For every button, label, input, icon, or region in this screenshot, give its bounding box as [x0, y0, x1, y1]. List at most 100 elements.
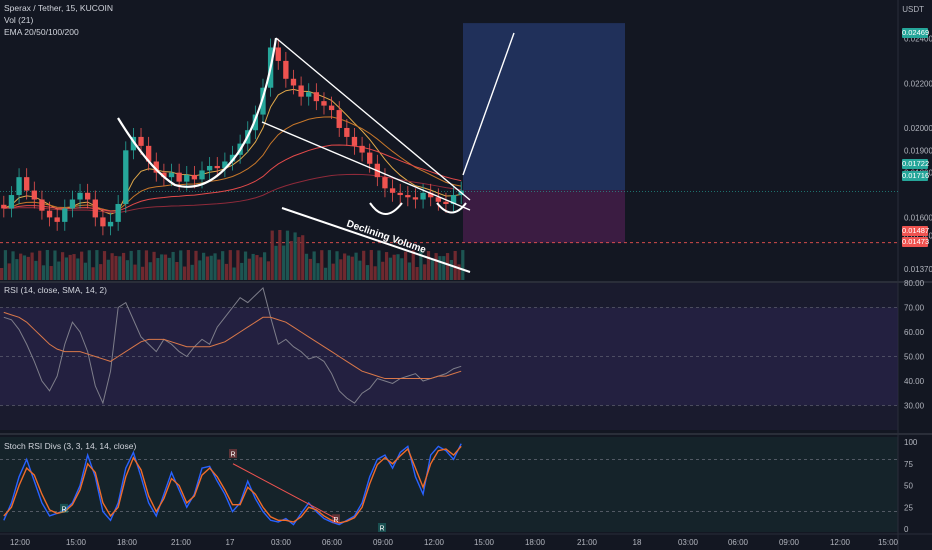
volume-bar — [350, 256, 354, 280]
candle-body — [123, 150, 129, 204]
candle-body — [260, 87, 266, 115]
candle-body — [24, 177, 30, 191]
volume-bar — [125, 260, 129, 280]
volume-bar — [141, 266, 145, 280]
volume-bar — [213, 253, 217, 280]
volume-bar — [91, 267, 95, 280]
volume-bar — [419, 250, 423, 280]
volume-bar — [76, 258, 80, 280]
volume-bar — [106, 259, 110, 280]
volume-bar — [194, 250, 198, 280]
candle-body — [145, 145, 152, 162]
candle-body — [31, 190, 37, 200]
volume-bar — [285, 230, 290, 280]
candle-body — [16, 177, 22, 196]
stoch-tick-label: 75 — [904, 460, 913, 469]
price-tag-stop: 0.01487 — [902, 226, 930, 236]
volume-bar — [179, 250, 183, 280]
time-tick-label: 03:00 — [271, 538, 292, 547]
vol-indicator-label[interactable]: Vol (21) — [4, 15, 34, 25]
stoch-tick-label: 100 — [904, 438, 918, 447]
double-bottom-right — [436, 202, 467, 214]
candle-body — [359, 145, 365, 153]
candle-body — [138, 136, 144, 146]
volume-bar — [68, 254, 72, 280]
long-position-stop-zone — [463, 190, 625, 243]
volume-bar — [339, 259, 343, 280]
rsi-indicator-label[interactable]: RSI (14, close, SMA, 14, 2) — [4, 285, 107, 295]
volume-bar — [278, 230, 282, 280]
candle-body — [382, 177, 388, 189]
rsi-tick-label: 40.00 — [904, 377, 925, 386]
candle-body — [405, 195, 411, 198]
symbol-title[interactable]: Sperax / Tether, 15, KUCOIN — [4, 3, 113, 13]
candle-body — [344, 127, 350, 137]
candle-body — [428, 192, 434, 198]
volume-bar — [30, 252, 34, 280]
volume-bar — [381, 261, 385, 280]
volume-bar — [148, 262, 152, 280]
volume-bar — [392, 254, 396, 280]
time-tick-label: 12:00 — [830, 538, 851, 547]
volume-bar — [240, 262, 244, 280]
volume-bar — [373, 266, 377, 280]
time-tick-label: 18:00 — [117, 538, 138, 547]
stoch-marker-bg — [229, 449, 237, 459]
candle-body — [69, 199, 76, 209]
rsi-line-rsi — [3, 286, 462, 405]
volume-bar — [198, 260, 202, 280]
candle-body — [229, 154, 236, 162]
volume-bar — [301, 235, 305, 280]
volume-bar — [461, 250, 465, 280]
stoch-marker-label: R — [334, 517, 339, 524]
candle-body — [306, 92, 312, 97]
candle-body — [222, 161, 228, 169]
volume-bar — [270, 230, 274, 280]
volume-bar — [293, 232, 297, 280]
candle-body — [420, 192, 426, 200]
volume-bar — [224, 263, 229, 280]
candle-body — [283, 60, 289, 79]
volume-bar — [60, 252, 65, 280]
volume-bar — [190, 264, 194, 280]
volume-bar — [274, 245, 278, 280]
volume-bar — [453, 250, 457, 280]
volume-bar — [400, 258, 404, 280]
price-tick-label: 0.02000 — [904, 124, 932, 133]
stoch-line-d — [3, 445, 462, 524]
time-tick-label: 15:00 — [66, 538, 87, 547]
volume-bar — [388, 257, 392, 280]
price-tag-target: 0.02469 — [902, 28, 930, 38]
volume-bar — [182, 266, 187, 280]
candle-body — [100, 217, 106, 227]
volume-bar — [114, 255, 118, 280]
volume-bar — [365, 265, 370, 280]
candle-body — [176, 172, 182, 182]
volume-bar — [186, 250, 190, 280]
volume-bar — [384, 252, 389, 280]
time-tick-label: 06:00 — [728, 538, 749, 547]
volume-bar — [297, 237, 301, 280]
candle-body — [313, 92, 320, 102]
volume-bar — [3, 250, 8, 280]
volume-bar — [175, 262, 179, 280]
candle-body — [1, 204, 7, 209]
stoch-line-k — [3, 443, 462, 526]
candle-body — [214, 165, 220, 169]
time-tick-label: 15:00 — [878, 538, 899, 547]
volume-bar — [404, 251, 408, 280]
volume-bar — [346, 255, 351, 280]
volume-bar — [255, 255, 259, 280]
price-tag-entry: 0.01722 — [902, 159, 930, 169]
volume-bar — [415, 267, 419, 280]
volume-bar — [15, 259, 19, 280]
volume-bar — [423, 264, 427, 280]
volume-bar — [102, 251, 107, 280]
rsi-tick-label: 70.00 — [904, 304, 925, 313]
price-tick-label: 0.02400 — [904, 35, 932, 44]
stoch-rsi-indicator-label[interactable]: Stoch RSI Divs (3, 3, 14, 14, close) — [4, 441, 137, 451]
volume-bar — [320, 250, 324, 280]
candle-body — [8, 195, 15, 209]
ema-indicator-label[interactable]: EMA 20/50/100/200 — [4, 27, 79, 37]
